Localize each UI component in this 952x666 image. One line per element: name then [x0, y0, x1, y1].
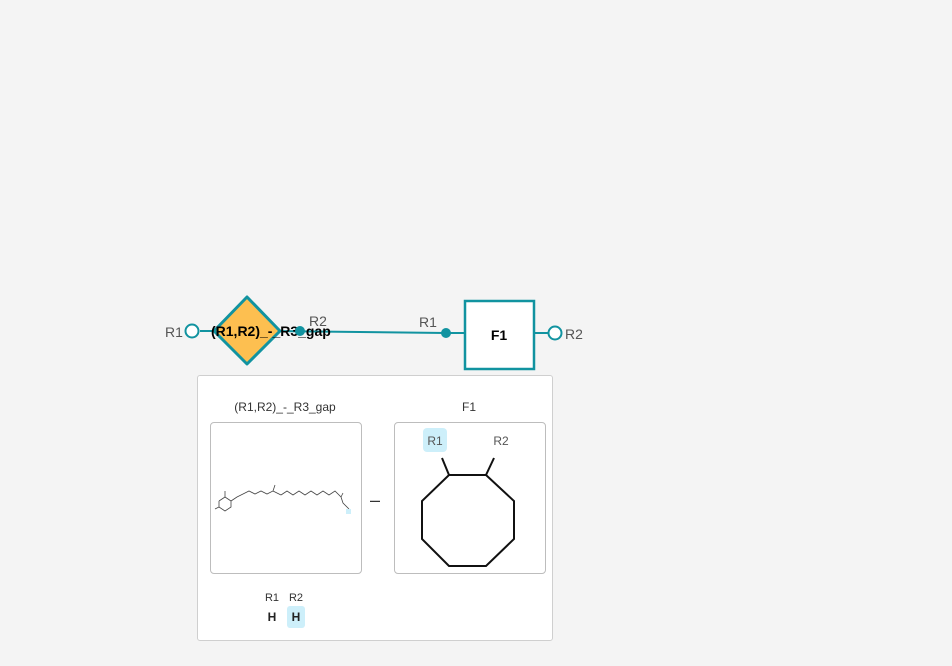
left-structure-title: (R1,R2)_-_R3_gap: [234, 400, 336, 414]
r2-bond: [485, 457, 495, 476]
left-structure-box: [210, 422, 362, 574]
diamond-shape: [212, 295, 282, 366]
r1-bond: [441, 457, 450, 476]
rgroup-header-r1: R1: [264, 592, 280, 604]
monomer-node-left[interactable]: (R1,R2)_-_R3_gap: [211, 295, 331, 366]
port-open-left-r1[interactable]: [184, 323, 200, 339]
right-structure-box: R1 R2: [394, 422, 546, 574]
operator-minus: –: [370, 490, 381, 510]
port-label-left-r2: R2: [309, 313, 327, 329]
rgroup-value-r2: H: [287, 606, 305, 628]
right-molecule-drawing: R1 R2: [421, 428, 515, 567]
right-structure-title: F1: [461, 400, 476, 414]
port-open-right-r2[interactable]: [547, 325, 563, 341]
r1-label: R1: [427, 434, 443, 448]
port-filled-right-r1[interactable]: [441, 328, 451, 338]
port-label-left-r1: R1: [165, 324, 183, 340]
monomer-node-right[interactable]: F1: [463, 299, 536, 371]
r1-highlight: [423, 428, 447, 452]
monomer-left-label: (R1,R2)_-_R3_gap: [211, 323, 331, 339]
rgroup-value-r1: H: [267, 610, 277, 624]
monomer-right-label: F1: [491, 327, 508, 343]
square-shape: [463, 299, 536, 371]
left-molecule-drawing: [214, 484, 351, 514]
rgroup-header-r2: R2: [288, 592, 304, 604]
cyclooctane-ring: [421, 474, 515, 567]
port-filled-left-r2[interactable]: [295, 326, 305, 336]
r2-label: R2: [493, 434, 509, 448]
port-label-right-r2: R2: [565, 326, 583, 342]
preview-panel: (R1,R2)_-_R3_gap F1 – R1 R2: [197, 375, 553, 641]
port-label-right-r1: R1: [419, 314, 437, 330]
attachment-point-marker: [346, 509, 351, 514]
